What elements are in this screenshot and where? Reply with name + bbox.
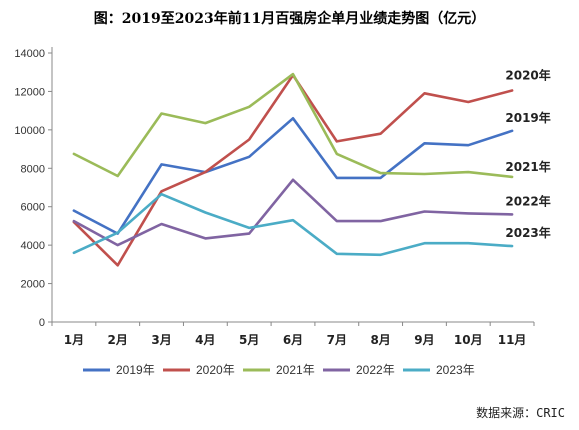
- y-tick-label: 10000: [14, 125, 45, 137]
- end-label-2021年: 2021年: [505, 159, 550, 174]
- x-tick-label: 2月: [108, 333, 128, 347]
- y-tick-label: 8000: [21, 163, 45, 175]
- x-tick-label: 8月: [370, 333, 390, 347]
- legend-label: 2019年: [116, 363, 155, 377]
- series-line-2023年: [72, 192, 514, 257]
- legend-label: 2020年: [196, 363, 235, 377]
- x-tick-label: 7月: [327, 333, 347, 347]
- series-line-2021年: [72, 72, 514, 179]
- x-tick-label: 11月: [498, 333, 527, 347]
- x-tick-label: 3月: [151, 333, 171, 347]
- series-line-2022年: [72, 178, 514, 247]
- y-tick-label: 12000: [14, 86, 45, 98]
- end-label-2023年: 2023年: [505, 225, 550, 240]
- x-tick-label: 10月: [454, 333, 483, 347]
- end-labels: 2019年 2020年 2021年 2022年 2023年: [505, 67, 550, 240]
- series-layer: [72, 72, 514, 267]
- legend-label: 2023年: [436, 363, 475, 377]
- end-label-2020年: 2020年: [505, 67, 550, 82]
- y-tick-label: 0: [39, 317, 45, 329]
- axes: 0 2000 4000 6000 8000 10000 12000 14000 1月 2月 3月 4月…: [14, 47, 535, 347]
- end-label-2022年: 2022年: [505, 193, 550, 208]
- x-tick-label: 6月: [283, 333, 303, 347]
- chart-title: 图：2019至2023年前11月百强房企单月业绩走势图（亿元）: [93, 11, 486, 27]
- x-tick-label: 5月: [239, 333, 259, 347]
- legend: 2019年 2020年 2021年 2022年 2023年: [83, 363, 475, 377]
- x-tick-label: 1月: [64, 333, 84, 347]
- source-note: 数据来源：CRIC: [476, 406, 565, 420]
- x-tick-label: 9月: [414, 333, 434, 347]
- series-line-2020年: [72, 73, 514, 267]
- y-tick-label: 14000: [14, 48, 45, 60]
- y-tick-label: 2000: [21, 279, 45, 291]
- series-line-2019年: [72, 117, 514, 235]
- legend-label: 2022年: [356, 363, 395, 377]
- y-tick-label: 4000: [21, 240, 45, 252]
- x-tick-label: 4月: [195, 333, 215, 347]
- end-label-2019年: 2019年: [505, 110, 550, 125]
- legend-label: 2021年: [276, 363, 315, 377]
- y-tick-label: 6000: [21, 202, 45, 214]
